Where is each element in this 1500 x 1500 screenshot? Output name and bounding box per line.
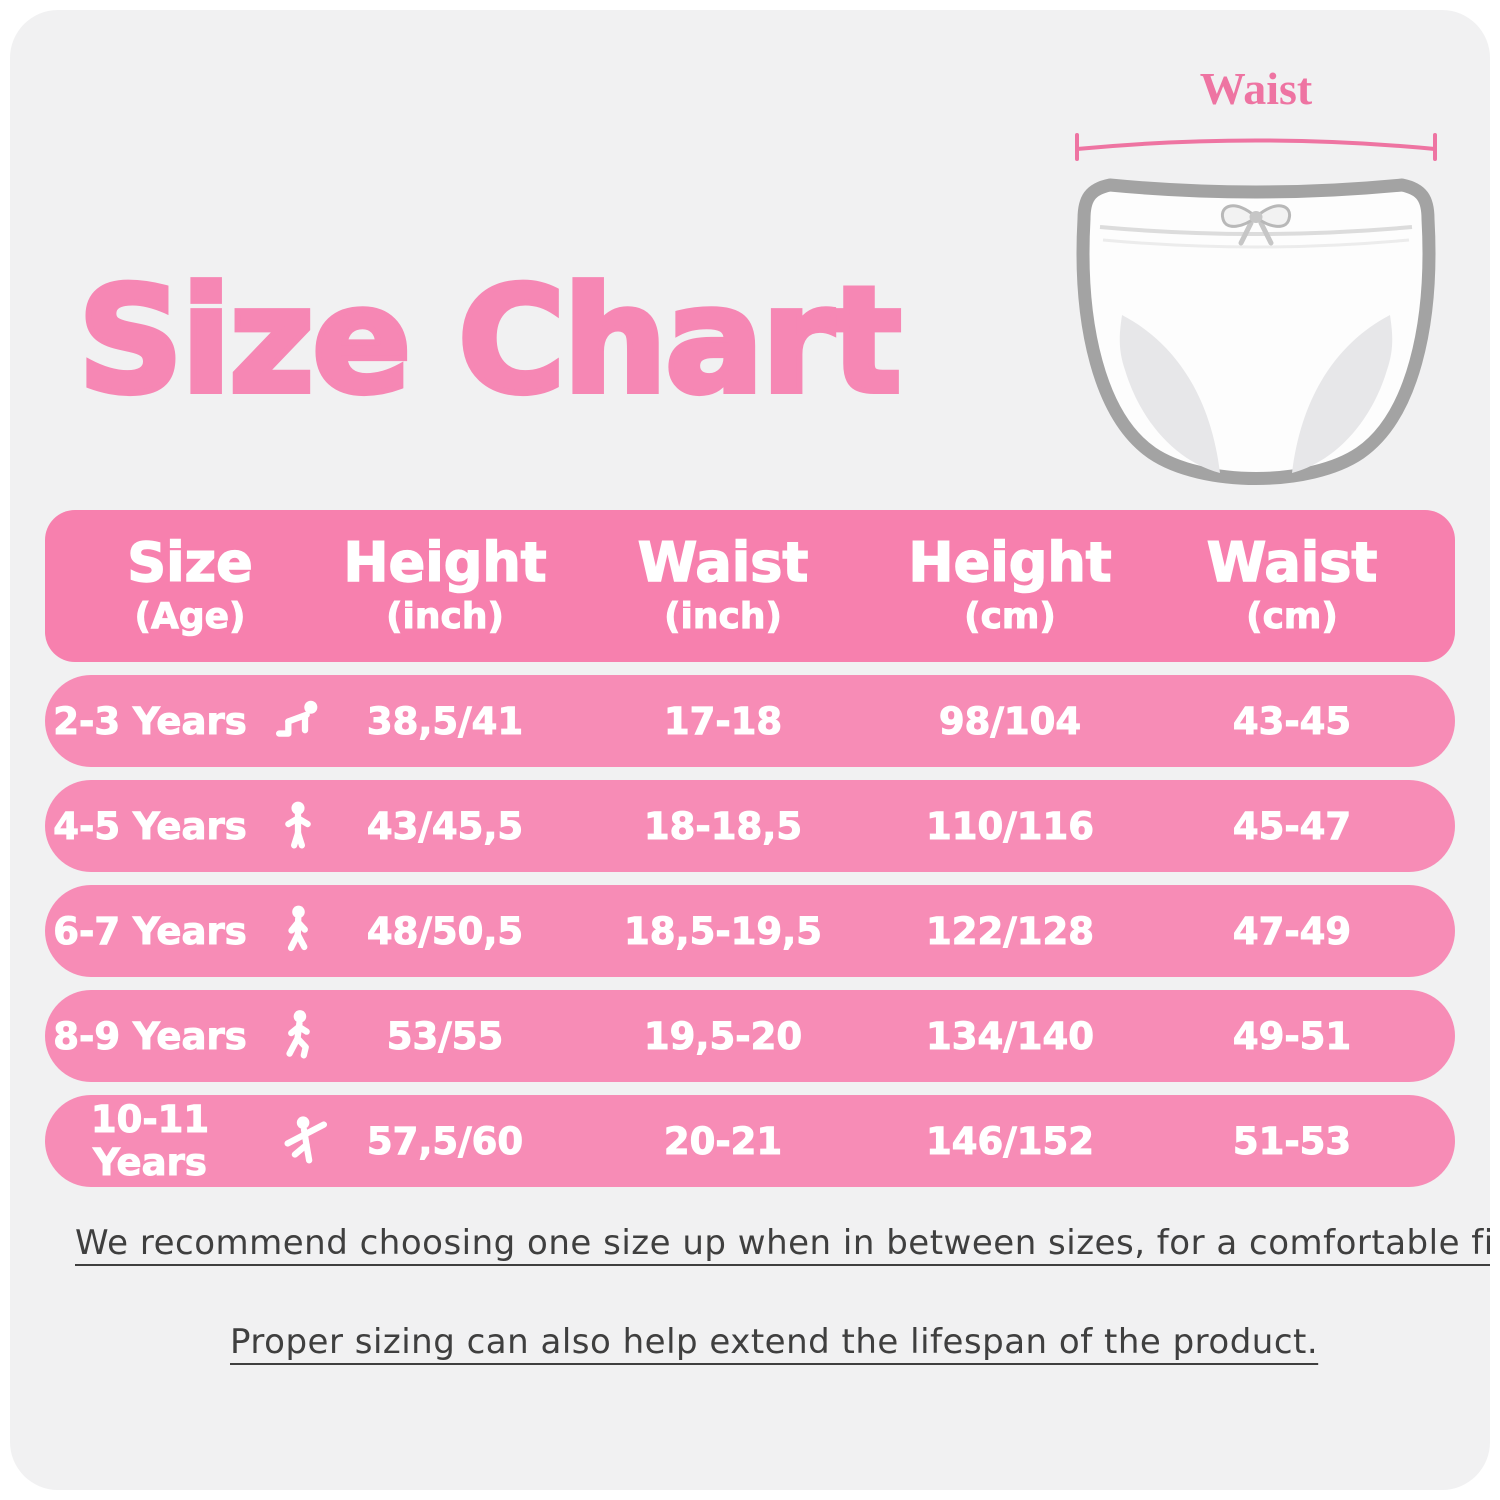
header-waist-cm: Waist (cm) — [1206, 531, 1378, 638]
row-age-cell: 8-9 Years — [45, 1007, 335, 1065]
bow-icon — [1220, 204, 1292, 246]
waist-inch-value: 17-18 — [663, 699, 783, 743]
height-cm-value: 122/128 — [926, 909, 1095, 953]
underwear-icon — [1076, 178, 1436, 485]
table-row: 4-5 Years 43/45,5 18-18,5 110/116 45-47 — [45, 780, 1455, 872]
waist-cm-value: 43-45 — [1232, 699, 1352, 743]
height-inch-value: 53/55 — [386, 1014, 504, 1058]
table-row: 6-7 Years 48/50,5 18,5-19,5 122/128 47-4… — [45, 885, 1455, 977]
table-row: 2-3 Years 38,5/41 17-18 98/104 43-45 — [45, 675, 1455, 767]
waist-measurement-line-icon — [1075, 133, 1437, 161]
note-size-up: We recommend choosing one size up when i… — [75, 1223, 1490, 1263]
row-age-cell: 2-3 Years — [45, 692, 335, 750]
header-waist-inch: Waist (inch) — [637, 531, 809, 638]
underwear-illustration: Waist — [1070, 62, 1442, 510]
header-height-cm: Height (cm) — [908, 531, 1113, 638]
child-dancing-icon — [284, 1116, 328, 1164]
child-striding-icon — [286, 1010, 310, 1059]
toddler-standing-icon — [284, 801, 311, 849]
row-age-cell: 10-11 Years — [45, 1098, 335, 1185]
age-label: 2-3 Years — [53, 699, 247, 743]
height-inch-value: 57,5/60 — [366, 1119, 524, 1163]
header-size-age: Size (Age) — [127, 531, 254, 638]
table-row: 8-9 Years 53/55 19,5-20 134/140 49-51 — [45, 990, 1455, 1082]
height-inch-value: 43/45,5 — [366, 804, 524, 848]
age-label: 8-9 Years — [53, 1014, 247, 1058]
height-cm-value: 98/104 — [938, 699, 1082, 743]
height-cm-value: 134/140 — [926, 1014, 1095, 1058]
waist-inch-value: 18,5-19,5 — [624, 909, 823, 953]
row-age-cell: 6-7 Years — [45, 902, 335, 960]
page-title: Size Chart — [75, 256, 904, 426]
height-cm-value: 110/116 — [926, 804, 1095, 848]
waist-inch-value: 19,5-20 — [643, 1014, 803, 1058]
waist-inch-value: 20-21 — [663, 1119, 783, 1163]
baby-crawling-icon — [275, 700, 318, 737]
table-header-row: Size (Age) Height (inch) Waist (inch) He… — [45, 510, 1455, 662]
waist-cm-value: 51-53 — [1232, 1119, 1352, 1163]
height-cm-value: 146/152 — [926, 1119, 1095, 1163]
header-height-inch: Height (inch) — [343, 531, 548, 638]
waist-cm-value: 45-47 — [1232, 804, 1352, 848]
height-inch-value: 38,5/41 — [366, 699, 524, 743]
age-label: 10-11 Years — [90, 1098, 210, 1185]
child-walking-icon — [287, 905, 308, 952]
size-table: Size (Age) Height (inch) Waist (inch) He… — [45, 510, 1455, 1187]
age-label: 4-5 Years — [53, 804, 247, 848]
age-label: 6-7 Years — [53, 909, 247, 953]
waist-label: Waist — [1199, 63, 1313, 114]
size-chart-card: Size Chart Waist Size — [10, 10, 1490, 1490]
row-age-cell: 4-5 Years — [45, 797, 335, 855]
waist-cm-value: 49-51 — [1232, 1014, 1352, 1058]
height-inch-value: 48/50,5 — [366, 909, 524, 953]
table-row: 10-11 Years 57,5/60 20-21 146/152 51-53 — [45, 1095, 1455, 1187]
sizing-notes: We recommend choosing one size up when i… — [10, 1222, 1490, 1363]
waist-cm-value: 47-49 — [1232, 909, 1352, 953]
note-lifespan: Proper sizing can also help extend the l… — [230, 1321, 1319, 1362]
waist-inch-value: 18-18,5 — [643, 804, 803, 848]
